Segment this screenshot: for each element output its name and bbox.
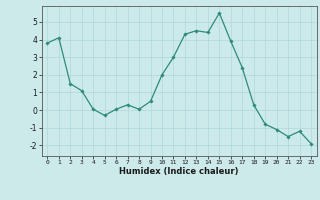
- X-axis label: Humidex (Indice chaleur): Humidex (Indice chaleur): [119, 167, 239, 176]
